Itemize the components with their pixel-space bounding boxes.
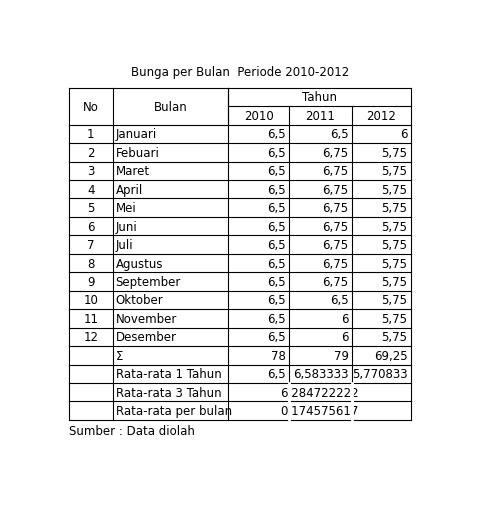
Text: 5,75: 5,75 <box>382 202 408 215</box>
Text: Desember: Desember <box>116 331 176 344</box>
Text: 6,5: 6,5 <box>268 128 286 141</box>
Text: 6,5: 6,5 <box>268 147 286 159</box>
Text: 6: 6 <box>341 331 349 344</box>
Text: 5,75: 5,75 <box>382 275 408 289</box>
Text: 2012: 2012 <box>366 109 396 123</box>
Text: Σ: Σ <box>116 349 123 362</box>
Text: 6,5: 6,5 <box>268 275 286 289</box>
Text: 6,5: 6,5 <box>268 313 286 325</box>
Text: 5,75: 5,75 <box>382 220 408 233</box>
Text: 6,5: 6,5 <box>268 239 286 251</box>
Text: 6,5: 6,5 <box>268 165 286 178</box>
Text: Juni: Juni <box>116 220 137 233</box>
Text: 5,75: 5,75 <box>382 165 408 178</box>
Text: 0,174575617: 0,174575617 <box>280 404 359 417</box>
Text: 5,75: 5,75 <box>382 183 408 196</box>
Text: 6,284722222: 6,284722222 <box>280 386 359 399</box>
Text: 6,75: 6,75 <box>322 257 349 270</box>
Text: 8: 8 <box>87 257 95 270</box>
Text: Bulan: Bulan <box>153 100 187 114</box>
Text: No: No <box>83 100 98 114</box>
Text: 2010: 2010 <box>244 109 273 123</box>
Text: 6: 6 <box>400 128 408 141</box>
Text: Januari: Januari <box>116 128 157 141</box>
Text: 5,75: 5,75 <box>382 147 408 159</box>
Text: 6,5: 6,5 <box>268 257 286 270</box>
Text: 6,5: 6,5 <box>330 128 349 141</box>
Text: 5,75: 5,75 <box>382 257 408 270</box>
Text: 6,75: 6,75 <box>322 202 349 215</box>
Text: 6,75: 6,75 <box>322 183 349 196</box>
Text: 6: 6 <box>87 220 95 233</box>
Text: 6,5: 6,5 <box>330 294 349 307</box>
Text: Agustus: Agustus <box>116 257 163 270</box>
Text: 6,75: 6,75 <box>322 220 349 233</box>
Text: 6,5: 6,5 <box>268 294 286 307</box>
Text: September: September <box>116 275 181 289</box>
Text: Rata-rata 3 Tahun: Rata-rata 3 Tahun <box>116 386 221 399</box>
Text: November: November <box>116 313 177 325</box>
Text: Bunga per Bulan  Periode 2010-2012: Bunga per Bulan Periode 2010-2012 <box>131 66 349 79</box>
Text: 4: 4 <box>87 183 95 196</box>
Text: Rata-rata 1 Tahun: Rata-rata 1 Tahun <box>116 367 221 381</box>
Text: Maret: Maret <box>116 165 149 178</box>
Text: 5,75: 5,75 <box>382 239 408 251</box>
Text: 10: 10 <box>83 294 98 307</box>
Text: Oktober: Oktober <box>116 294 163 307</box>
Text: 6,5: 6,5 <box>268 331 286 344</box>
Text: 3: 3 <box>87 165 95 178</box>
Text: April: April <box>116 183 143 196</box>
Text: 5,770833: 5,770833 <box>352 367 408 381</box>
Text: 2011: 2011 <box>305 109 335 123</box>
Text: 6: 6 <box>341 313 349 325</box>
Text: 12: 12 <box>83 331 98 344</box>
Text: 6,583333: 6,583333 <box>293 367 349 381</box>
Text: 69,25: 69,25 <box>374 349 408 362</box>
Text: 6,75: 6,75 <box>322 275 349 289</box>
Text: 5,75: 5,75 <box>382 313 408 325</box>
Text: Mei: Mei <box>116 202 136 215</box>
Text: 11: 11 <box>83 313 98 325</box>
Text: 9: 9 <box>87 275 95 289</box>
Text: Febuari: Febuari <box>116 147 159 159</box>
Text: Rata-rata per bulan: Rata-rata per bulan <box>116 404 232 417</box>
Text: 1: 1 <box>87 128 95 141</box>
Text: 6,75: 6,75 <box>322 239 349 251</box>
Text: 6,5: 6,5 <box>268 220 286 233</box>
Text: 2: 2 <box>87 147 95 159</box>
Text: 6,5: 6,5 <box>268 367 286 381</box>
Text: Tahun: Tahun <box>302 91 337 104</box>
Text: 5,75: 5,75 <box>382 294 408 307</box>
Text: 6,5: 6,5 <box>268 183 286 196</box>
Text: 6,75: 6,75 <box>322 147 349 159</box>
Text: Sumber : Data diolah: Sumber : Data diolah <box>69 424 195 437</box>
Text: 5,75: 5,75 <box>382 331 408 344</box>
Text: 7: 7 <box>87 239 95 251</box>
Text: 6,75: 6,75 <box>322 165 349 178</box>
Text: 79: 79 <box>334 349 349 362</box>
Text: Juli: Juli <box>116 239 133 251</box>
Text: 5: 5 <box>87 202 95 215</box>
Text: 6,5: 6,5 <box>268 202 286 215</box>
Text: 78: 78 <box>271 349 286 362</box>
